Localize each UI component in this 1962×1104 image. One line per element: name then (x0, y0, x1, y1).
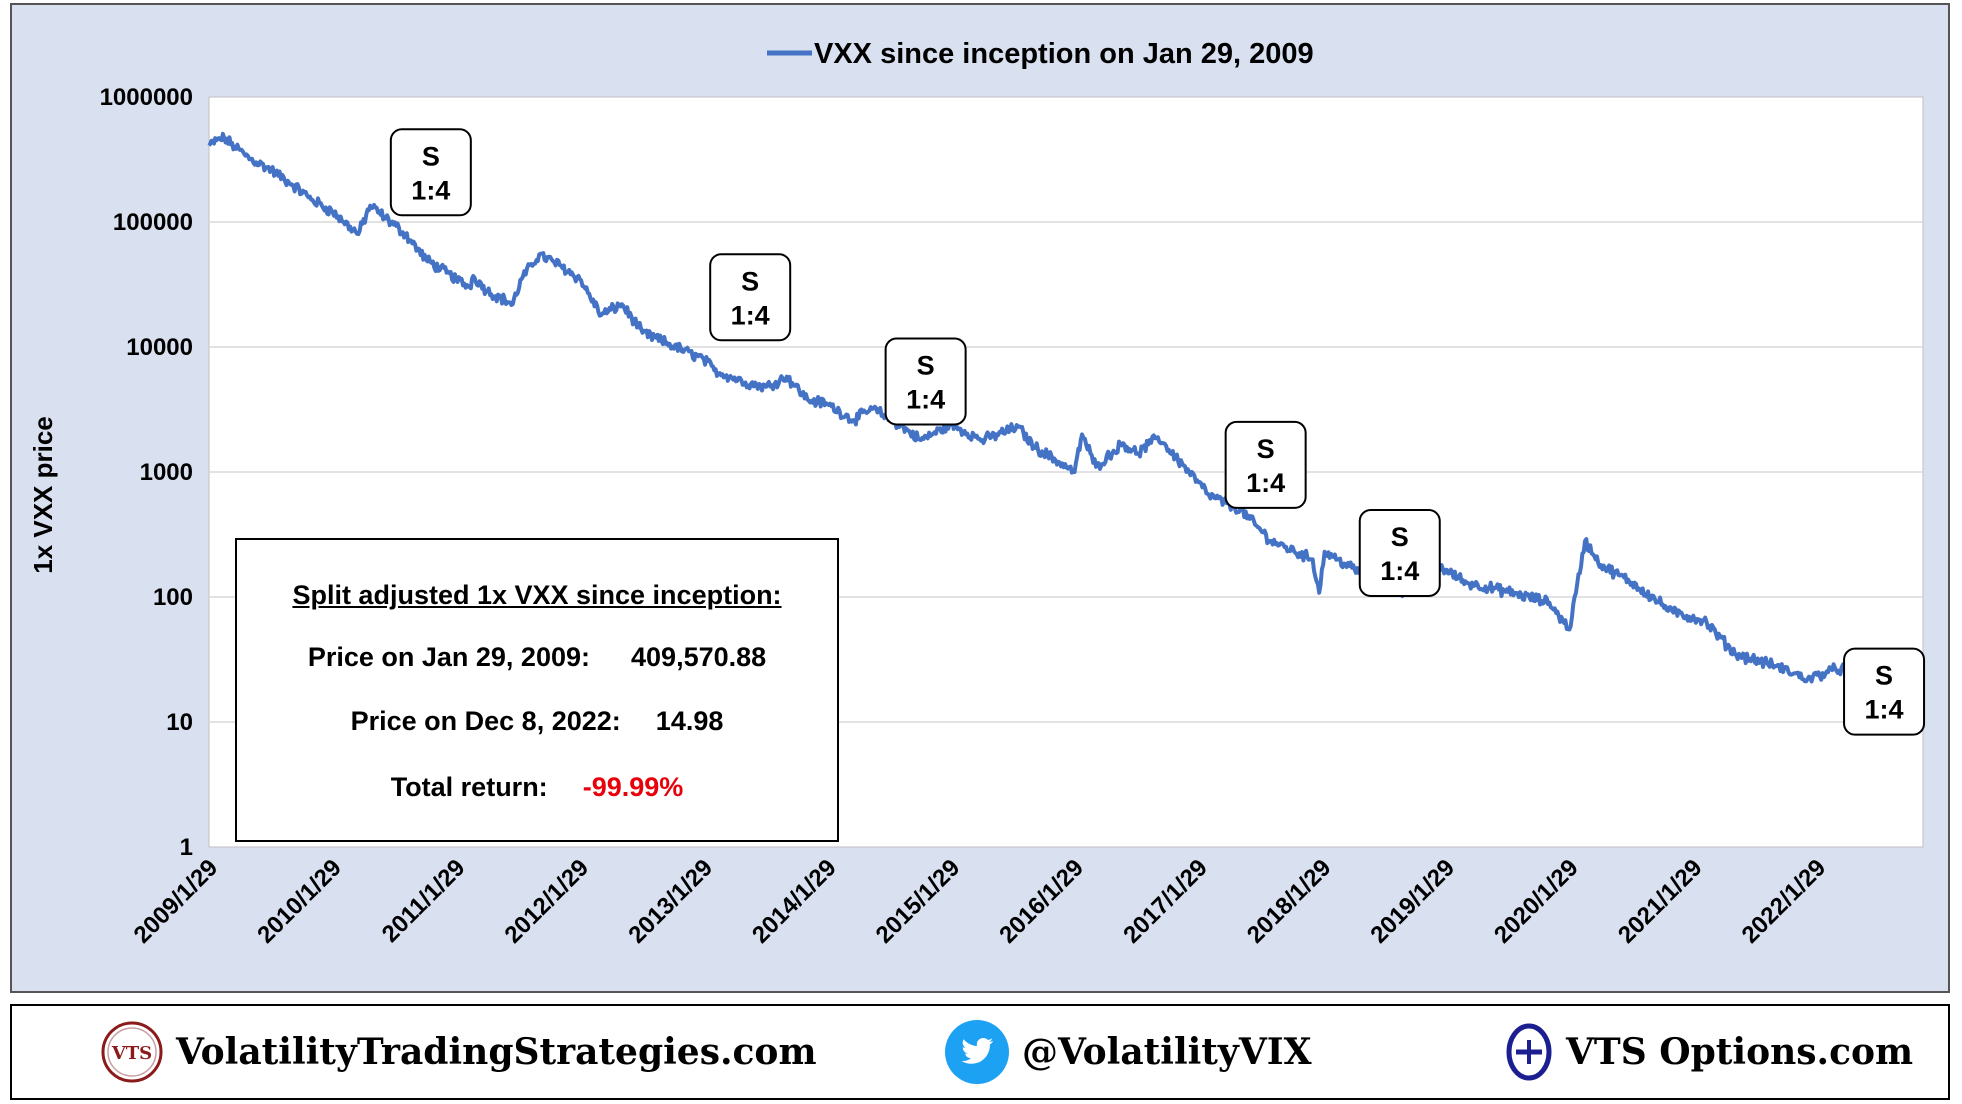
y-axis-label: 1x VXX price (28, 416, 58, 574)
y-axis-ticks: 1 10 100 1000 10000 100000 1000000 (100, 84, 193, 861)
x-tick-label: 2021/1/29 (1613, 854, 1708, 949)
split-annotation-top: S (1391, 522, 1409, 552)
split-annotation-top: S (422, 141, 440, 171)
split-annotation-bottom: 1:4 (1380, 556, 1419, 586)
split-annotation: S 1:4 (709, 253, 792, 342)
split-annotation-box (1358, 508, 1441, 597)
split-annotation-top: S (1257, 434, 1275, 464)
split-annotation-top: S (1875, 661, 1893, 691)
twitter-bird-icon (944, 1019, 1010, 1085)
x-tick-label: 2018/1/29 (1242, 854, 1337, 949)
split-annotation-top: S (741, 266, 759, 296)
info-start-row: Price on Jan 29, 2009: 409,570.88 (237, 642, 837, 673)
legend: VXX since inception on Jan 29, 2009 (767, 38, 1314, 70)
split-annotation-bottom: 1:4 (731, 300, 770, 330)
legend-label: VXX since inception on Jan 29, 2009 (814, 38, 1314, 70)
x-tick-label: 2020/1/29 (1489, 854, 1584, 949)
y-tick-label: 10000 (126, 334, 193, 361)
x-tick-label: 2010/1/29 (252, 854, 347, 949)
info-return-value: -99.99% (582, 772, 684, 802)
footer-website-text: VolatilityTradingStrategies.com (176, 1031, 817, 1073)
split-annotation-bottom: 1:4 (411, 175, 450, 205)
y-tick-label: 1000000 (100, 84, 193, 111)
split-annotation-box (884, 337, 967, 426)
x-tick-label: 2022/1/29 (1737, 854, 1832, 949)
x-tick-label: 2017/1/29 (1118, 854, 1213, 949)
split-annotation: S 1:4 (1224, 420, 1307, 509)
split-annotation: S 1:4 (1358, 508, 1441, 597)
split-annotation: S 1:4 (389, 128, 472, 217)
chart-frame: 1 10 100 1000 10000 100000 1000000 2009/1/29 20… (10, 3, 1950, 993)
footer-twitter-text: @VolatilityVIX (1022, 1031, 1312, 1073)
info-end-label: Price on Dec 8, 2022: (350, 706, 621, 736)
x-tick-label: 2015/1/29 (871, 854, 966, 949)
info-box: Split adjusted 1x VXX since inception: P… (235, 538, 839, 842)
info-return-label: Total return: (390, 772, 548, 802)
vts-logo-text: VTS (111, 1043, 152, 1064)
x-tick-label: 2009/1/29 (129, 854, 224, 949)
split-annotation-bottom: 1:4 (906, 384, 945, 414)
x-tick-label: 2019/1/29 (1365, 854, 1460, 949)
info-return-row: Total return: -99.99% (237, 772, 837, 803)
footer-bar: VTS VolatilityTradingStrategies.com @Vol… (10, 1004, 1950, 1100)
split-annotation-box (389, 128, 472, 217)
footer-options-text: VTS Options.com (1566, 1031, 1914, 1073)
series-line (207, 131, 1924, 702)
footer-twitter[interactable]: @VolatilityVIX (944, 1006, 1312, 1098)
y-tick-label: 10 (166, 709, 193, 736)
annotation-layer: S 1:4 S 1:4 S 1:4 S 1:4 S 1:4 S 1:4 (389, 128, 1926, 736)
split-annotation-box (709, 253, 792, 342)
info-start-label: Price on Jan 29, 2009: (307, 642, 590, 672)
split-annotation-bottom: 1:4 (1865, 695, 1904, 725)
split-annotation-box (1224, 420, 1307, 509)
x-tick-label: 2014/1/29 (747, 854, 842, 949)
x-tick-label: 2013/1/29 (623, 854, 718, 949)
info-end-value: 14.98 (655, 706, 724, 736)
split-annotation: S 1:4 (884, 337, 967, 426)
x-tick-label: 2016/1/29 (994, 854, 1089, 949)
x-tick-label: 2011/1/29 (377, 854, 471, 948)
footer-website[interactable]: VTS VolatilityTradingStrategies.com (100, 1006, 817, 1098)
split-annotation-top: S (917, 350, 935, 380)
y-tick-label: 100 (153, 584, 193, 611)
y-tick-label: 1 (180, 834, 193, 861)
series-layer (207, 131, 1924, 702)
split-annotation-bottom: 1:4 (1246, 468, 1285, 498)
info-start-value: 409,570.88 (631, 642, 767, 672)
y-tick-label: 100000 (113, 209, 193, 236)
theta-icon (1504, 1022, 1554, 1082)
x-axis-ticks: 2009/1/29 2010/1/29 2011/1/29 2012/1/29 2013… (129, 854, 1832, 949)
info-box-title: Split adjusted 1x VXX since inception: (292, 580, 782, 610)
x-tick-label: 2012/1/29 (499, 854, 594, 949)
y-tick-label: 1000 (140, 459, 193, 486)
split-annotation: S 1:4 (1843, 647, 1926, 736)
split-annotation-box (1843, 647, 1926, 736)
vts-logo-icon: VTS (100, 1020, 164, 1084)
footer-options-site[interactable]: VTS Options.com (1504, 1006, 1913, 1098)
info-end-row: Price on Dec 8, 2022: 14.98 (237, 706, 837, 737)
